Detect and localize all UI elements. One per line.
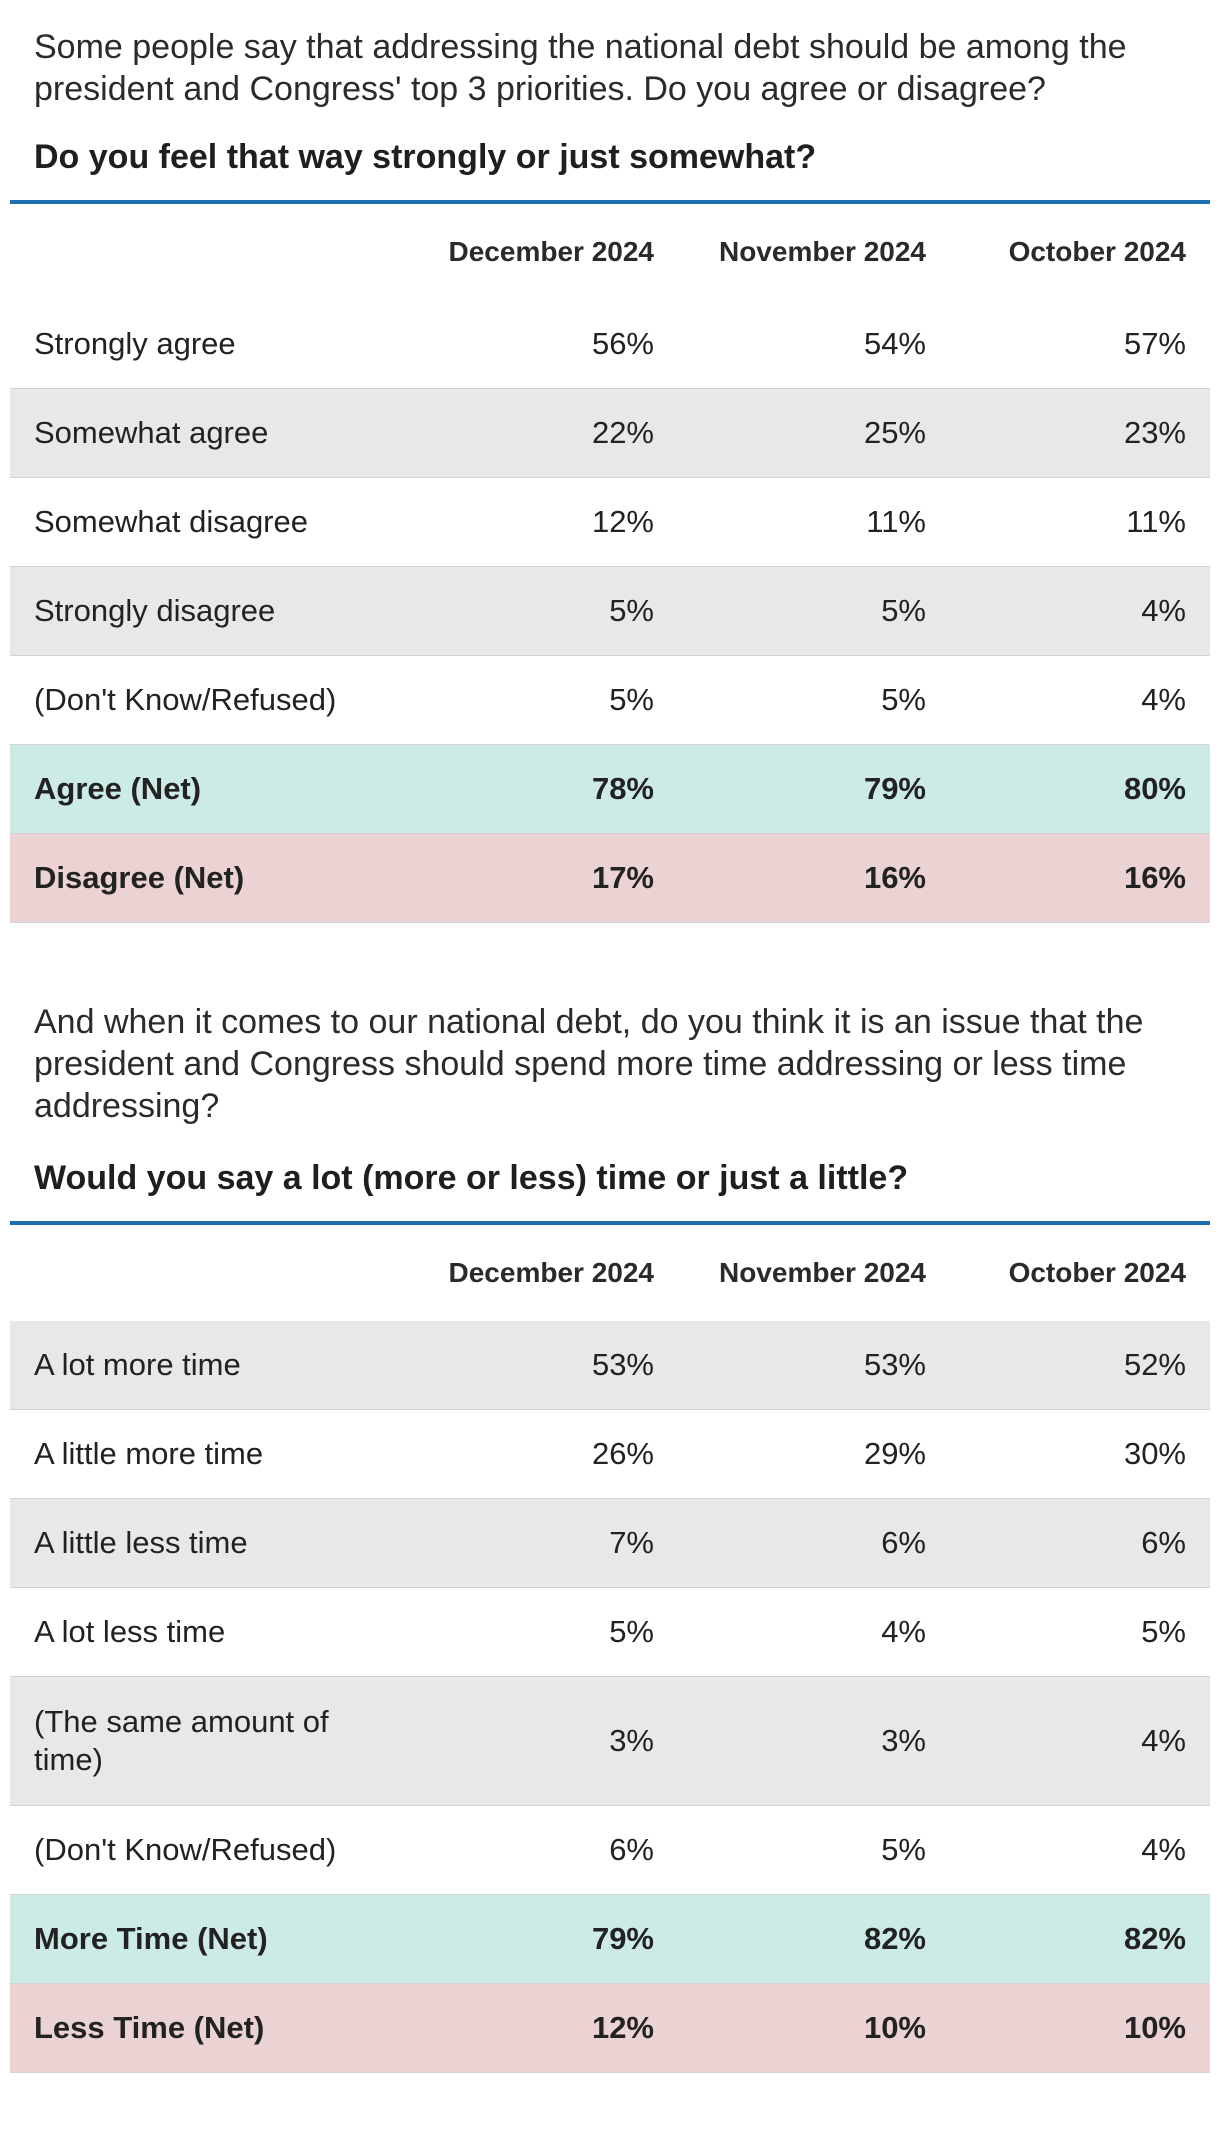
row-label: Agree (Net) <box>10 744 416 834</box>
cell-value: 3% <box>678 1676 950 1806</box>
cell-value: 23% <box>950 388 1210 478</box>
results-table-priorities: December 2024 November 2024 October 2024… <box>10 200 1210 923</box>
cell-value: 16% <box>678 833 950 923</box>
cell-value: 6% <box>416 1805 678 1895</box>
cell-value: 29% <box>678 1409 950 1499</box>
row-label: More Time (Net) <box>10 1894 416 1984</box>
cell-value: 10% <box>950 1983 1210 2073</box>
cell-value: 4% <box>950 1805 1210 1895</box>
row-label: (The same amount of time) <box>10 1676 416 1806</box>
results-table-time: December 2024 November 2024 October 2024… <box>10 1221 1210 2073</box>
subquestion-heading: Would you say a lot (more or less) time … <box>34 1159 909 1197</box>
cell-value: 56% <box>416 300 678 389</box>
row-label: Strongly disagree <box>10 566 416 656</box>
cell-value: 12% <box>416 1983 678 2073</box>
cell-value: 5% <box>416 566 678 656</box>
column-header: November 2024 <box>718 236 926 267</box>
net-row-disagree: Disagree (Net) 17% 16% 16% <box>10 833 1210 923</box>
row-label: A little more time <box>10 1409 416 1499</box>
cell-value: 54% <box>678 300 950 389</box>
subquestion-heading: Do you feel that way strongly or just so… <box>34 138 817 176</box>
cell-value: 7% <box>416 1498 678 1588</box>
table-row: A little less time 7% 6% 6% <box>10 1498 1210 1588</box>
cell-value: 5% <box>416 655 678 745</box>
row-label: Less Time (Net) <box>10 1983 416 2073</box>
net-row-agree: Agree (Net) 78% 79% 80% <box>10 744 1210 834</box>
table-row: Strongly agree 56% 54% 57% <box>10 300 1210 389</box>
header-empty <box>10 202 416 300</box>
cell-value: 6% <box>950 1498 1210 1588</box>
row-label: (Don't Know/Refused) <box>10 655 416 745</box>
cell-value: 30% <box>950 1409 1210 1499</box>
cell-value: 5% <box>678 566 950 656</box>
cell-value: 79% <box>678 744 950 834</box>
cell-value: 82% <box>950 1894 1210 1984</box>
column-header: November 2024 <box>718 1257 926 1288</box>
row-label: A little less time <box>10 1498 416 1588</box>
row-label: Somewhat disagree <box>10 477 416 567</box>
cell-value: 82% <box>678 1894 950 1984</box>
net-row-more-time: More Time (Net) 79% 82% 82% <box>10 1894 1210 1984</box>
cell-value: 5% <box>950 1587 1210 1677</box>
page: Some people say that addressing the nati… <box>10 0 1210 2073</box>
net-row-less-time: Less Time (Net) 12% 10% 10% <box>10 1983 1210 2073</box>
table-row: (Don't Know/Refused) 6% 5% 4% <box>10 1805 1210 1895</box>
cell-value: 12% <box>416 477 678 567</box>
header-empty <box>10 1223 416 1321</box>
table-row: (The same amount of time) 3% 3% 4% <box>10 1676 1210 1806</box>
column-header: December 2024 <box>448 1257 654 1288</box>
column-header: October 2024 <box>1008 236 1186 267</box>
cell-value: 4% <box>950 655 1210 745</box>
cell-value: 11% <box>678 477 950 567</box>
cell-value: 11% <box>950 477 1210 567</box>
section-time-spent: And when it comes to our national debt, … <box>10 923 1210 2073</box>
cell-value: 53% <box>678 1321 950 1410</box>
cell-value: 52% <box>950 1321 1210 1410</box>
row-label: (Don't Know/Refused) <box>10 1805 416 1895</box>
row-label: Somewhat agree <box>10 388 416 478</box>
cell-value: 57% <box>950 300 1210 389</box>
cell-value: 10% <box>678 1983 950 2073</box>
cell-value: 4% <box>950 566 1210 656</box>
question-text: And when it comes to our national debt, … <box>34 1003 1144 1125</box>
table-row: A little more time 26% 29% 30% <box>10 1409 1210 1499</box>
cell-value: 78% <box>416 744 678 834</box>
question-text: Some people say that addressing the nati… <box>34 28 1127 108</box>
table-row: Somewhat agree 22% 25% 23% <box>10 388 1210 478</box>
cell-value: 3% <box>416 1676 678 1806</box>
table-row: A lot more time 53% 53% 52% <box>10 1321 1210 1410</box>
cell-value: 53% <box>416 1321 678 1410</box>
cell-value: 5% <box>678 1805 950 1895</box>
row-label: A lot less time <box>10 1587 416 1677</box>
cell-value: 22% <box>416 388 678 478</box>
table-row: A lot less time 5% 4% 5% <box>10 1587 1210 1677</box>
cell-value: 26% <box>416 1409 678 1499</box>
table-row: Strongly disagree 5% 5% 4% <box>10 566 1210 656</box>
table-header-row: December 2024 November 2024 October 2024 <box>10 202 1210 300</box>
row-label: Strongly agree <box>10 300 416 389</box>
column-header: December 2024 <box>448 236 654 267</box>
row-label: Disagree (Net) <box>10 833 416 923</box>
cell-value: 79% <box>416 1894 678 1984</box>
column-header: October 2024 <box>1008 1257 1186 1288</box>
cell-value: 4% <box>950 1676 1210 1806</box>
table-row: (Don't Know/Refused) 5% 5% 4% <box>10 655 1210 745</box>
cell-value: 16% <box>950 833 1210 923</box>
cell-value: 80% <box>950 744 1210 834</box>
cell-value: 5% <box>416 1587 678 1677</box>
table-row: Somewhat disagree 12% 11% 11% <box>10 477 1210 567</box>
cell-value: 25% <box>678 388 950 478</box>
cell-value: 17% <box>416 833 678 923</box>
section-priorities: Some people say that addressing the nati… <box>10 0 1210 923</box>
cell-value: 5% <box>678 655 950 745</box>
row-label: A lot more time <box>10 1321 416 1410</box>
cell-value: 6% <box>678 1498 950 1588</box>
cell-value: 4% <box>678 1587 950 1677</box>
table-header-row: December 2024 November 2024 October 2024 <box>10 1223 1210 1321</box>
